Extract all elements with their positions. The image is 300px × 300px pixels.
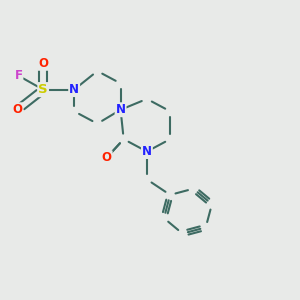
- Text: N: N: [142, 145, 152, 158]
- Text: F: F: [14, 69, 22, 82]
- Text: O: O: [102, 151, 112, 164]
- Text: S: S: [38, 83, 48, 96]
- Text: O: O: [13, 103, 22, 116]
- Text: N: N: [116, 103, 126, 116]
- Text: O: O: [38, 57, 48, 70]
- Text: N: N: [69, 83, 79, 96]
